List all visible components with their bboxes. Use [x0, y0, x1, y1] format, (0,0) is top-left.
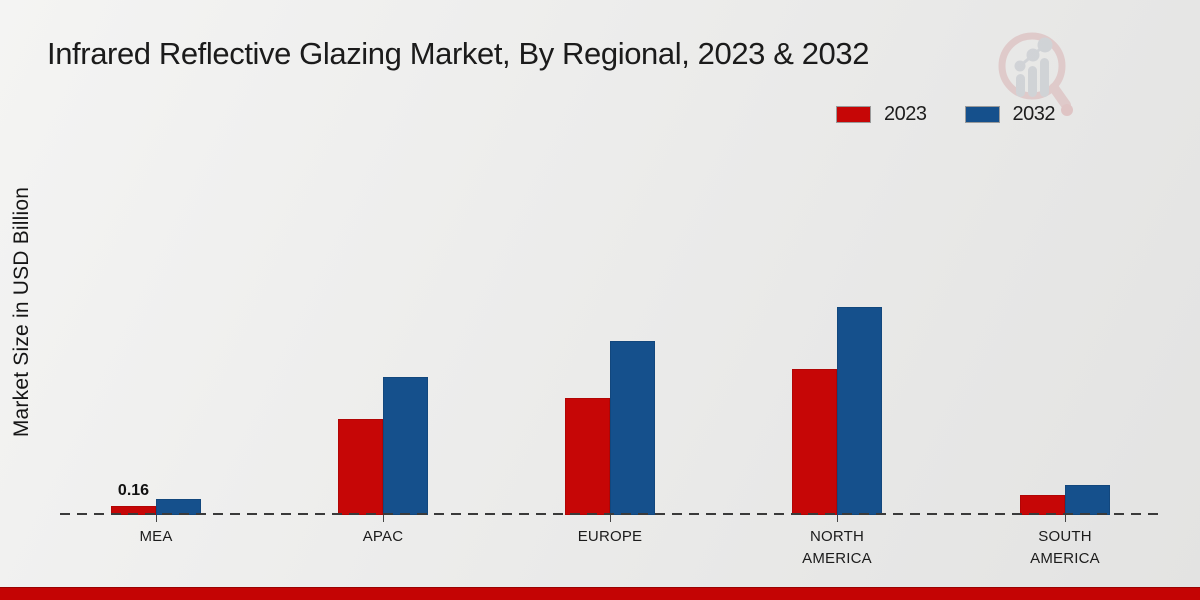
market-research-logo-icon	[996, 26, 1082, 127]
bar-2023-north-america[interactable]	[792, 369, 837, 515]
x-axis-label-south-america: SOUTH AMERICA	[1030, 528, 1100, 567]
bar-2032-europe[interactable]	[610, 341, 655, 515]
x-axis-label-north-america: NORTH AMERICA	[802, 528, 872, 567]
x-axis-tick	[383, 515, 384, 522]
x-axis-baseline	[60, 513, 1158, 515]
bar-2032-apac[interactable]	[383, 377, 428, 515]
bar-2032-south-america[interactable]	[1065, 485, 1110, 515]
bar-2023-south-america[interactable]	[1020, 495, 1065, 515]
x-axis-label-apac: APAC	[362, 528, 404, 545]
x-axis-tick	[1065, 515, 1066, 522]
x-axis-tick	[837, 515, 838, 522]
bar-2032-north-america[interactable]	[837, 307, 882, 515]
legend-item-2023[interactable]: 2023	[836, 103, 927, 126]
chart-title: Infrared Reflective Glazing Market, By R…	[47, 36, 870, 71]
bar-data-label: 0.16	[117, 482, 150, 499]
x-axis-label-mea: MEA	[139, 528, 173, 545]
legend-item-2032[interactable]: 2032	[964, 103, 1056, 126]
bar-2023-mea[interactable]	[111, 506, 156, 515]
legend-swatch-2023	[836, 106, 871, 123]
x-axis-tick	[610, 515, 611, 522]
legend-label-2032: 2032	[1012, 103, 1056, 125]
x-axis-tick	[156, 515, 157, 522]
bar-2023-apac[interactable]	[338, 419, 383, 515]
bar-2023-europe[interactable]	[565, 398, 610, 515]
legend-label-2023: 2023	[884, 103, 927, 125]
bar-2032-mea[interactable]	[156, 499, 201, 515]
x-axis-label-europe: EUROPE	[577, 528, 643, 545]
legend: 2023 2032	[836, 103, 1055, 126]
legend-swatch-2032	[964, 106, 1000, 123]
footer-accent-bar	[0, 587, 1200, 600]
